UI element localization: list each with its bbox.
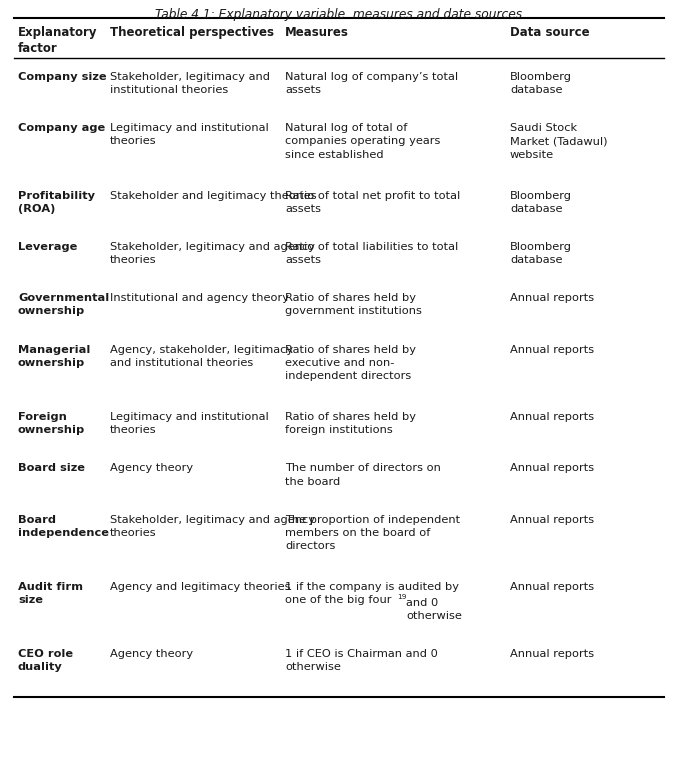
Text: Saudi Stock
Market (Tadawul)
website: Saudi Stock Market (Tadawul) website: [510, 124, 607, 159]
Text: The proportion of independent
members on the board of
directors: The proportion of independent members on…: [285, 515, 460, 551]
Text: 1 if CEO is Chairman and 0
otherwise: 1 if CEO is Chairman and 0 otherwise: [285, 649, 438, 673]
Text: Governmental
ownership: Governmental ownership: [18, 294, 109, 316]
Text: Profitability
(ROA): Profitability (ROA): [18, 191, 95, 213]
Text: Institutional and agency theory: Institutional and agency theory: [110, 294, 289, 304]
Text: Managerial
ownership: Managerial ownership: [18, 345, 90, 368]
Text: Annual reports: Annual reports: [510, 345, 594, 355]
Text: Stakeholder, legitimacy and agency
theories: Stakeholder, legitimacy and agency theor…: [110, 515, 315, 538]
Text: Stakeholder and legitimacy theories: Stakeholder and legitimacy theories: [110, 191, 317, 200]
Text: Annual reports: Annual reports: [510, 412, 594, 422]
Text: Agency, stakeholder, legitimacy
and institutional theories: Agency, stakeholder, legitimacy and inst…: [110, 345, 293, 368]
Text: Bloomberg
database: Bloomberg database: [510, 242, 572, 265]
Text: and 0
otherwise: and 0 otherwise: [406, 598, 462, 621]
Text: 19: 19: [397, 594, 407, 600]
Text: Ratio of total net profit to total
assets: Ratio of total net profit to total asset…: [285, 191, 460, 213]
Text: Natural log of total of
companies operating years
since established: Natural log of total of companies operat…: [285, 124, 441, 159]
Text: Legitimacy and institutional
theories: Legitimacy and institutional theories: [110, 412, 268, 435]
Text: Leverage: Leverage: [18, 242, 77, 252]
Text: Theoretical perspectives: Theoretical perspectives: [110, 26, 274, 39]
Text: Ratio of shares held by
foreign institutions: Ratio of shares held by foreign institut…: [285, 412, 416, 435]
Text: Annual reports: Annual reports: [510, 582, 594, 592]
Text: Annual reports: Annual reports: [510, 464, 594, 474]
Text: 1 if the company is audited by
one of the big four: 1 if the company is audited by one of th…: [285, 582, 459, 605]
Text: Agency theory: Agency theory: [110, 464, 193, 474]
Text: Stakeholder, legitimacy and
institutional theories: Stakeholder, legitimacy and institutiona…: [110, 72, 270, 95]
Text: Foreign
ownership: Foreign ownership: [18, 412, 85, 435]
Text: Ratio of shares held by
executive and non-
independent directors: Ratio of shares held by executive and no…: [285, 345, 416, 381]
Text: Company size: Company size: [18, 72, 106, 82]
Text: Bloomberg
database: Bloomberg database: [510, 191, 572, 213]
Text: Board
independence: Board independence: [18, 515, 109, 538]
Text: Data source: Data source: [510, 26, 590, 39]
Text: Annual reports: Annual reports: [510, 649, 594, 659]
Text: CEO role
duality: CEO role duality: [18, 649, 73, 673]
Text: Audit firm
size: Audit firm size: [18, 582, 83, 605]
Text: Legitimacy and institutional
theories: Legitimacy and institutional theories: [110, 124, 268, 146]
Text: Explanatory
factor: Explanatory factor: [18, 26, 98, 56]
Text: Bloomberg
database: Bloomberg database: [510, 72, 572, 95]
Text: Company age: Company age: [18, 124, 105, 134]
Text: Measures: Measures: [285, 26, 349, 39]
Text: Stakeholder, legitimacy and agency
theories: Stakeholder, legitimacy and agency theor…: [110, 242, 315, 265]
Text: Annual reports: Annual reports: [510, 294, 594, 304]
Text: Board size: Board size: [18, 464, 85, 474]
Text: Ratio of shares held by
government institutions: Ratio of shares held by government insti…: [285, 294, 422, 316]
Text: Natural log of company’s total
assets: Natural log of company’s total assets: [285, 72, 458, 95]
Text: Agency theory: Agency theory: [110, 649, 193, 659]
Text: The number of directors on
the board: The number of directors on the board: [285, 464, 441, 486]
Text: Agency and legitimacy theories: Agency and legitimacy theories: [110, 582, 290, 592]
Text: Table 4.1: Explanatory variable  measures and date sources: Table 4.1: Explanatory variable measures…: [155, 8, 523, 21]
Text: Ratio of total liabilities to total
assets: Ratio of total liabilities to total asse…: [285, 242, 458, 265]
Text: Annual reports: Annual reports: [510, 515, 594, 525]
